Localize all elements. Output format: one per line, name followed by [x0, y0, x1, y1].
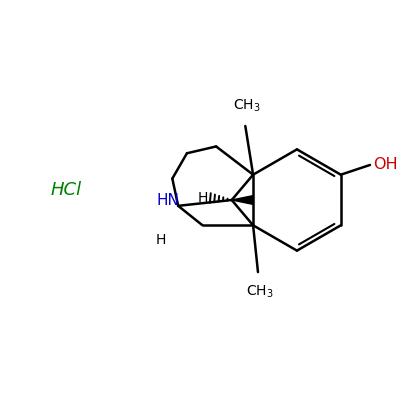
Text: HCl: HCl: [51, 181, 82, 199]
Text: H: H: [197, 191, 208, 205]
Text: CH$_3$: CH$_3$: [246, 284, 274, 300]
Text: CH$_3$: CH$_3$: [234, 98, 261, 114]
Text: OH: OH: [373, 158, 398, 172]
Polygon shape: [232, 196, 253, 204]
Text: HN: HN: [157, 193, 180, 208]
Text: H: H: [156, 233, 166, 247]
